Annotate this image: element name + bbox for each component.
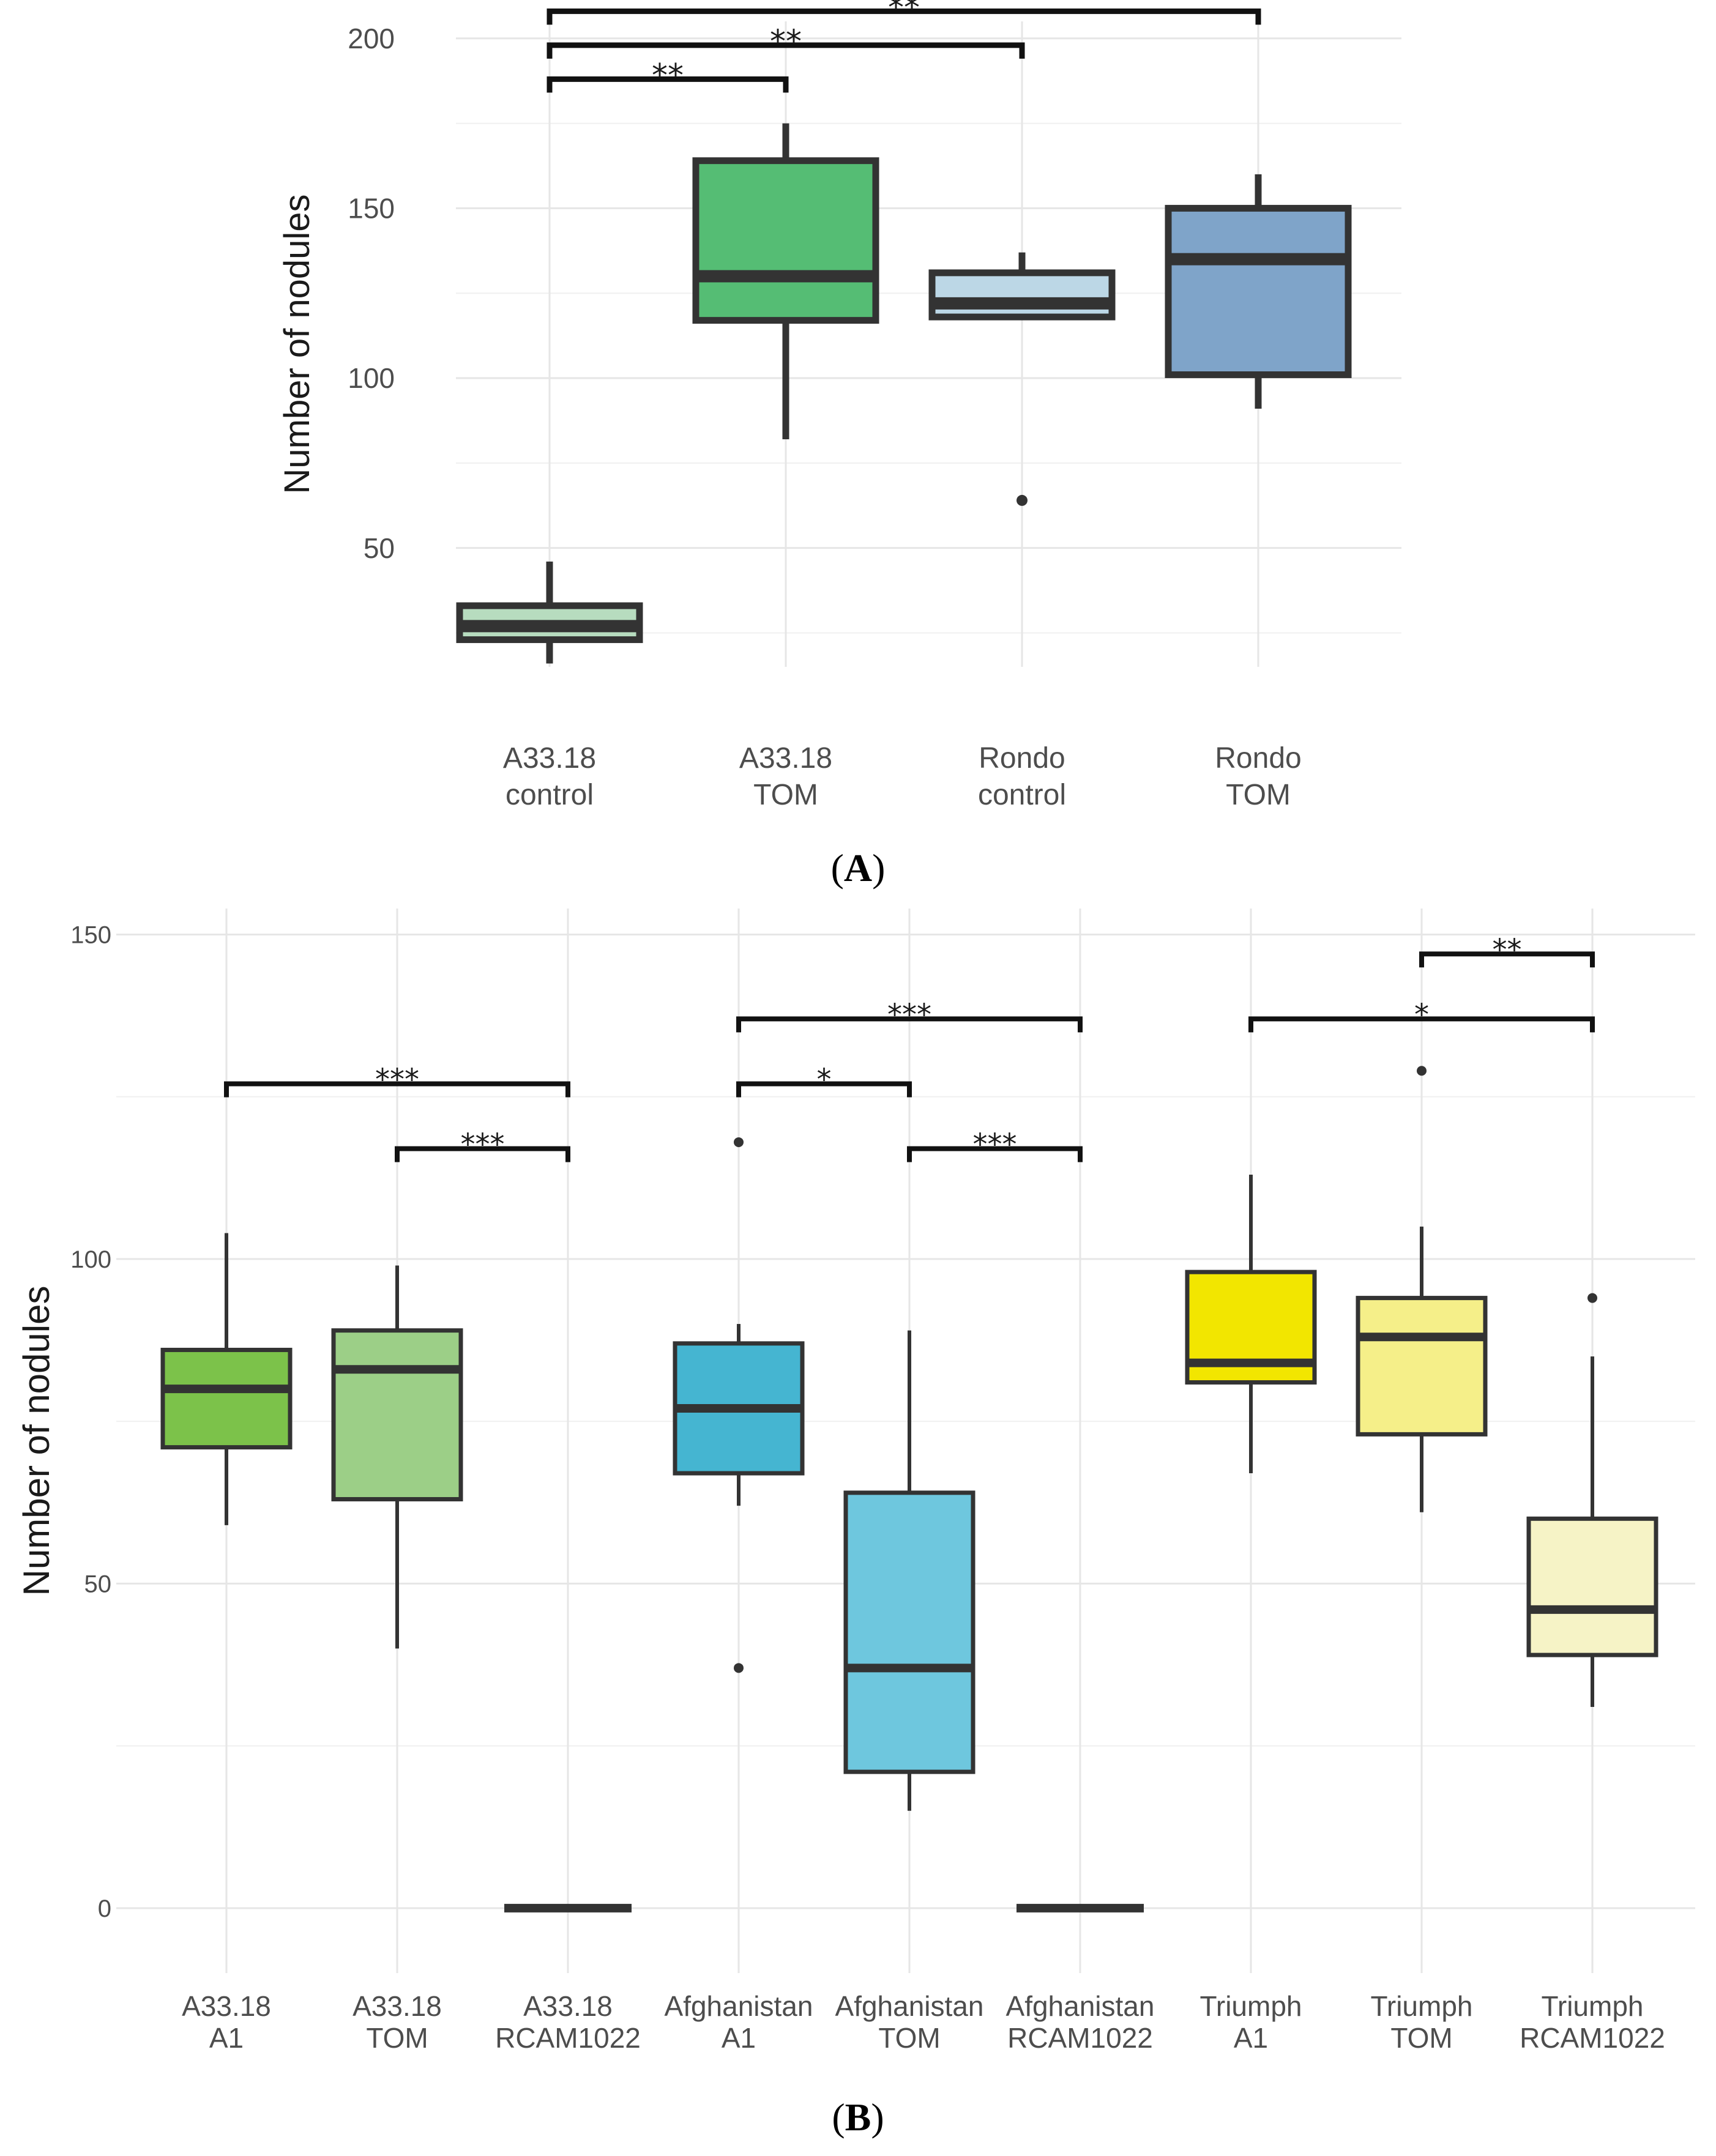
significance-bracket: **: [1419, 933, 1595, 968]
outlier-point: [1587, 1293, 1597, 1303]
x-tick-label-line2: control: [978, 779, 1066, 811]
bracket-line: [907, 1146, 1083, 1162]
x-tick-label-line2: A1: [209, 2022, 244, 2054]
x-tick-label-line2: TOM: [1226, 779, 1291, 811]
x-tick-label-line1: A33.18: [503, 742, 596, 775]
x-tick-label-line1: Rondo: [1215, 742, 1301, 775]
significance-label: ***: [461, 1128, 505, 1162]
panel-label: (B): [832, 2095, 884, 2139]
box-body: [928, 269, 1116, 321]
x-tick-label-line1: A33.18: [182, 1990, 271, 2022]
y-axis-label: Number of nodules: [16, 1286, 57, 1596]
box-body: [1356, 1296, 1488, 1437]
significance-label: ***: [375, 1063, 419, 1097]
outlier-point: [734, 1137, 744, 1147]
box-triumph-a1: [1185, 1175, 1317, 1474]
significance-bracket: **: [547, 23, 1025, 60]
significance-label: **: [888, 0, 920, 26]
outlier-point: [734, 1663, 744, 1673]
significance-label: *: [1414, 998, 1429, 1032]
x-tick-label-line1: Afghanistan: [835, 1990, 984, 2022]
x-tick-label-line1: Triumph: [1371, 1990, 1473, 2022]
box-body: [1165, 204, 1352, 378]
y-tick-label: 50: [84, 1571, 112, 1597]
significance-bracket: ***: [224, 1063, 570, 1098]
x-tick-label-line2: TOM: [878, 2022, 940, 2054]
y-tick-label: 150: [348, 192, 395, 224]
significance-label: **: [1493, 933, 1522, 967]
bracket-line: [547, 8, 1261, 25]
significance-label: **: [770, 23, 802, 60]
x-tick-label-line1: A33.18: [353, 1990, 442, 2022]
box-triumph-rcam1022: [1526, 1293, 1658, 1707]
x-tick-label-line1: Afghanistan: [665, 1990, 813, 2022]
x-tick-label-line1: Triumph: [1200, 1990, 1302, 2022]
box-a33-18-tom: [692, 123, 879, 439]
bracket-line: [224, 1081, 570, 1098]
y-tick-label: 0: [98, 1895, 111, 1922]
y-tick-label: 50: [364, 532, 395, 564]
x-tick-label-line2: control: [505, 779, 594, 811]
significance-label: ***: [887, 998, 931, 1032]
significance-bracket: ***: [395, 1128, 570, 1162]
significance-bracket: **: [547, 58, 789, 94]
x-tick-label-line1: Afghanistan: [1006, 1990, 1155, 2022]
y-tick-label: 200: [348, 23, 395, 54]
box-rondo-control: [928, 252, 1116, 506]
significance-bracket: ***: [907, 1128, 1083, 1162]
bracket-line: [547, 42, 1025, 59]
box-triumph-tom: [1356, 1066, 1488, 1512]
y-axis-label: Number of nodules: [277, 194, 317, 494]
y-tick-label: 150: [70, 921, 111, 948]
box-body: [1526, 1516, 1658, 1657]
significance-bracket: *: [736, 1063, 912, 1098]
significance-bracket: ***: [736, 998, 1083, 1033]
bracket-line: [547, 76, 789, 93]
box-a33-18-a1: [160, 1233, 293, 1525]
x-tick-label-line1: Triumph: [1542, 1990, 1644, 2022]
x-tick-label-line1: A33.18: [523, 1990, 613, 2022]
x-tick-label-line2: RCAM1022: [1007, 2022, 1153, 2054]
box-a33-18-tom: [331, 1265, 463, 1649]
bracket-line: [395, 1146, 570, 1162]
x-tick-label-line2: A1: [722, 2022, 756, 2054]
x-tick-label-line2: TOM: [1390, 2022, 1452, 2054]
box-body: [160, 1347, 293, 1450]
box-afghanistan-a1: [673, 1137, 805, 1673]
panel-a: 50 100 150 200 Number of nodules A33.18 contro…: [277, 0, 1401, 890]
box-rondo-tom: [1165, 174, 1352, 409]
panel-label: (A): [831, 846, 886, 890]
x-tick-label-line1: Rondo: [979, 742, 1065, 775]
outlier-point: [1017, 494, 1028, 506]
box-a33-18-control: [456, 561, 643, 664]
y-tick-label: 100: [348, 362, 395, 394]
y-tick-label: 100: [70, 1246, 111, 1273]
bracket-line: [736, 1081, 912, 1098]
x-tick-label-line1: A33.18: [739, 742, 832, 775]
significance-bracket: **: [547, 0, 1261, 26]
x-tick-label-line2: RCAM1022: [1520, 2022, 1665, 2054]
significance-label: ***: [973, 1128, 1017, 1162]
x-tick-label-line2: A1: [1234, 2022, 1268, 2054]
x-tick-label-line2: RCAM1022: [495, 2022, 641, 2054]
significance-label: *: [817, 1063, 832, 1097]
significance-label: **: [652, 58, 684, 94]
x-tick-label-line2: TOM: [753, 779, 818, 811]
box-body: [331, 1328, 463, 1501]
box-afghanistan-tom: [843, 1330, 976, 1811]
box-body: [692, 157, 879, 324]
bracket-line: [736, 1016, 1083, 1033]
x-tick-label-line2: TOM: [366, 2022, 428, 2054]
bracket-line: [1419, 951, 1595, 968]
bracket-line: [1248, 1016, 1595, 1033]
significance-bracket: *: [1248, 998, 1595, 1033]
outlier-point: [1417, 1066, 1427, 1076]
box-body: [843, 1490, 976, 1774]
